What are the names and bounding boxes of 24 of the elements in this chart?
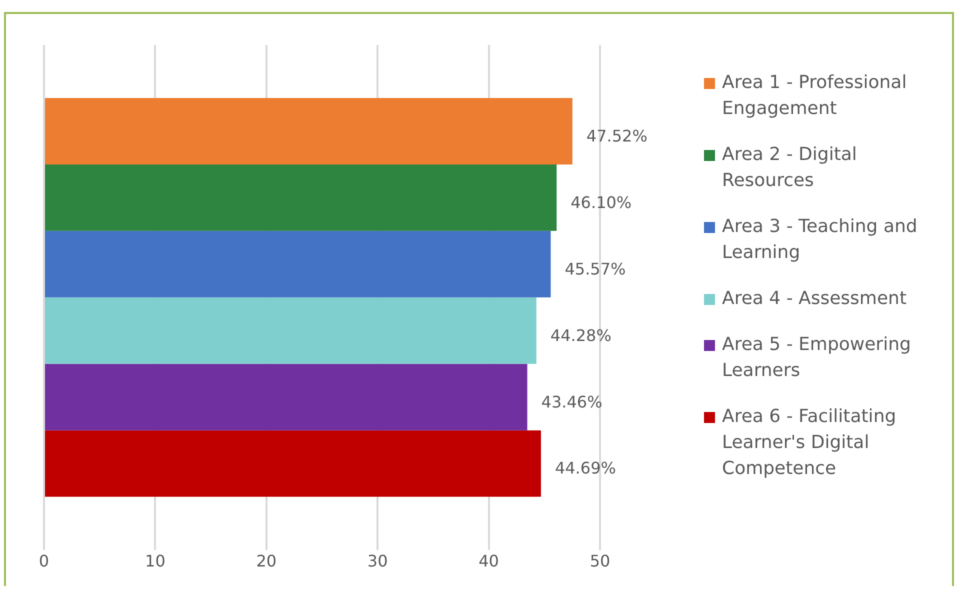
data-label: 44.69% <box>554 458 616 478</box>
legend-label: Area 2 - Digital Resources <box>722 143 858 193</box>
data-label: 43.46% <box>541 392 602 412</box>
bar <box>45 364 528 430</box>
bar <box>45 430 541 497</box>
data-label: 47.52% <box>586 126 648 146</box>
bar <box>45 98 572 164</box>
x-tick-label: 10 <box>145 552 166 571</box>
legend-label: Area 1 - Professional Engagement <box>722 71 908 121</box>
x-tick-label: 30 <box>367 552 388 571</box>
legend-label: Area 6 - Facilitating Learner's Digital Competence <box>722 405 898 481</box>
legend-label: Area 5 - Empowering Learners <box>722 333 912 383</box>
legend-label: Area 3 - Teaching and Learning <box>722 215 918 265</box>
x-tick-label: 50 <box>590 552 610 571</box>
x-tick-label: 40 <box>478 552 499 571</box>
bar <box>45 297 536 364</box>
legend-label: Area 4 - Assessment <box>722 287 907 311</box>
x-tick-label: 20 <box>256 552 277 571</box>
data-label: 46.10% <box>570 192 632 212</box>
data-label: 45.57% <box>564 259 626 278</box>
x-tick-label: 0 <box>38 552 50 571</box>
bar <box>45 230 551 298</box>
bar <box>45 164 557 231</box>
data-label: 44.28% <box>550 326 612 345</box>
